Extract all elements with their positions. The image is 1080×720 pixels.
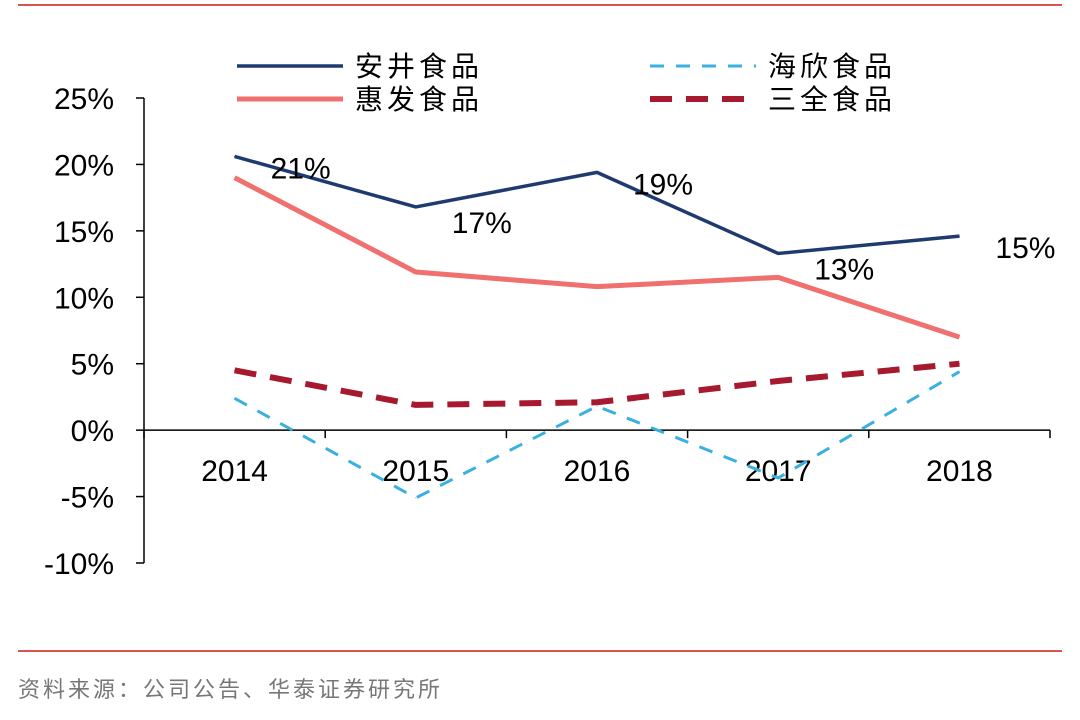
series-point [415, 404, 417, 406]
series-point [596, 401, 598, 403]
axes: 25% 20% 15% 10% 5% 0% -5% -10% 2014 2015 2016 2017 2… [44, 83, 1051, 581]
data-label: 21% [271, 152, 331, 185]
data-label: 17% [452, 207, 512, 240]
y-tick-label: 10% [54, 282, 114, 315]
y-tick-label: 0% [71, 415, 114, 448]
legend-label: 惠发食品 [355, 83, 483, 116]
series-point [777, 380, 779, 382]
y-tick-label: 25% [54, 83, 114, 116]
y-tick-label: -10% [44, 548, 114, 581]
y-tick-label: -5% [61, 482, 114, 515]
series-point [234, 155, 236, 157]
data-label: 15% [995, 232, 1055, 265]
series-point [234, 369, 236, 371]
data-label: 13% [814, 253, 874, 286]
series-point [777, 276, 779, 278]
series-point [234, 177, 236, 179]
x-tick-label: 2014 [201, 455, 268, 488]
series-point [777, 252, 779, 254]
series-point [958, 363, 960, 365]
y-tick-label: 5% [71, 349, 114, 382]
series-line [234, 154, 960, 256]
series-line [234, 360, 960, 408]
series-lines [233, 154, 961, 500]
x-tick-label: 2018 [926, 455, 993, 488]
data-label: 19% [633, 168, 693, 201]
series-point [415, 271, 417, 273]
data-labels: 21% 17% 19% 13% 15% [271, 152, 1056, 286]
series-point [777, 477, 779, 479]
x-tick-label: 2015 [382, 455, 449, 488]
series-point [596, 286, 598, 288]
legend-label: 安井食品 [355, 50, 483, 83]
source-note: 资料来源：公司公告、华泰证券研究所 [18, 678, 444, 703]
legend-label: 三全食品 [768, 83, 896, 116]
series-point [596, 171, 598, 173]
series-point [234, 397, 236, 399]
series-point [958, 235, 960, 237]
legend-label: 海欣食品 [768, 50, 896, 83]
series-line [233, 370, 961, 500]
series-point [958, 336, 960, 338]
y-tick-label: 20% [54, 149, 114, 182]
y-tick-label: 15% [54, 216, 114, 249]
series-point [596, 405, 598, 407]
x-tick-label: 2017 [745, 455, 812, 488]
series-point [415, 497, 417, 499]
series-point [958, 371, 960, 373]
series-point [415, 206, 417, 208]
x-tick-label: 2016 [564, 455, 631, 488]
